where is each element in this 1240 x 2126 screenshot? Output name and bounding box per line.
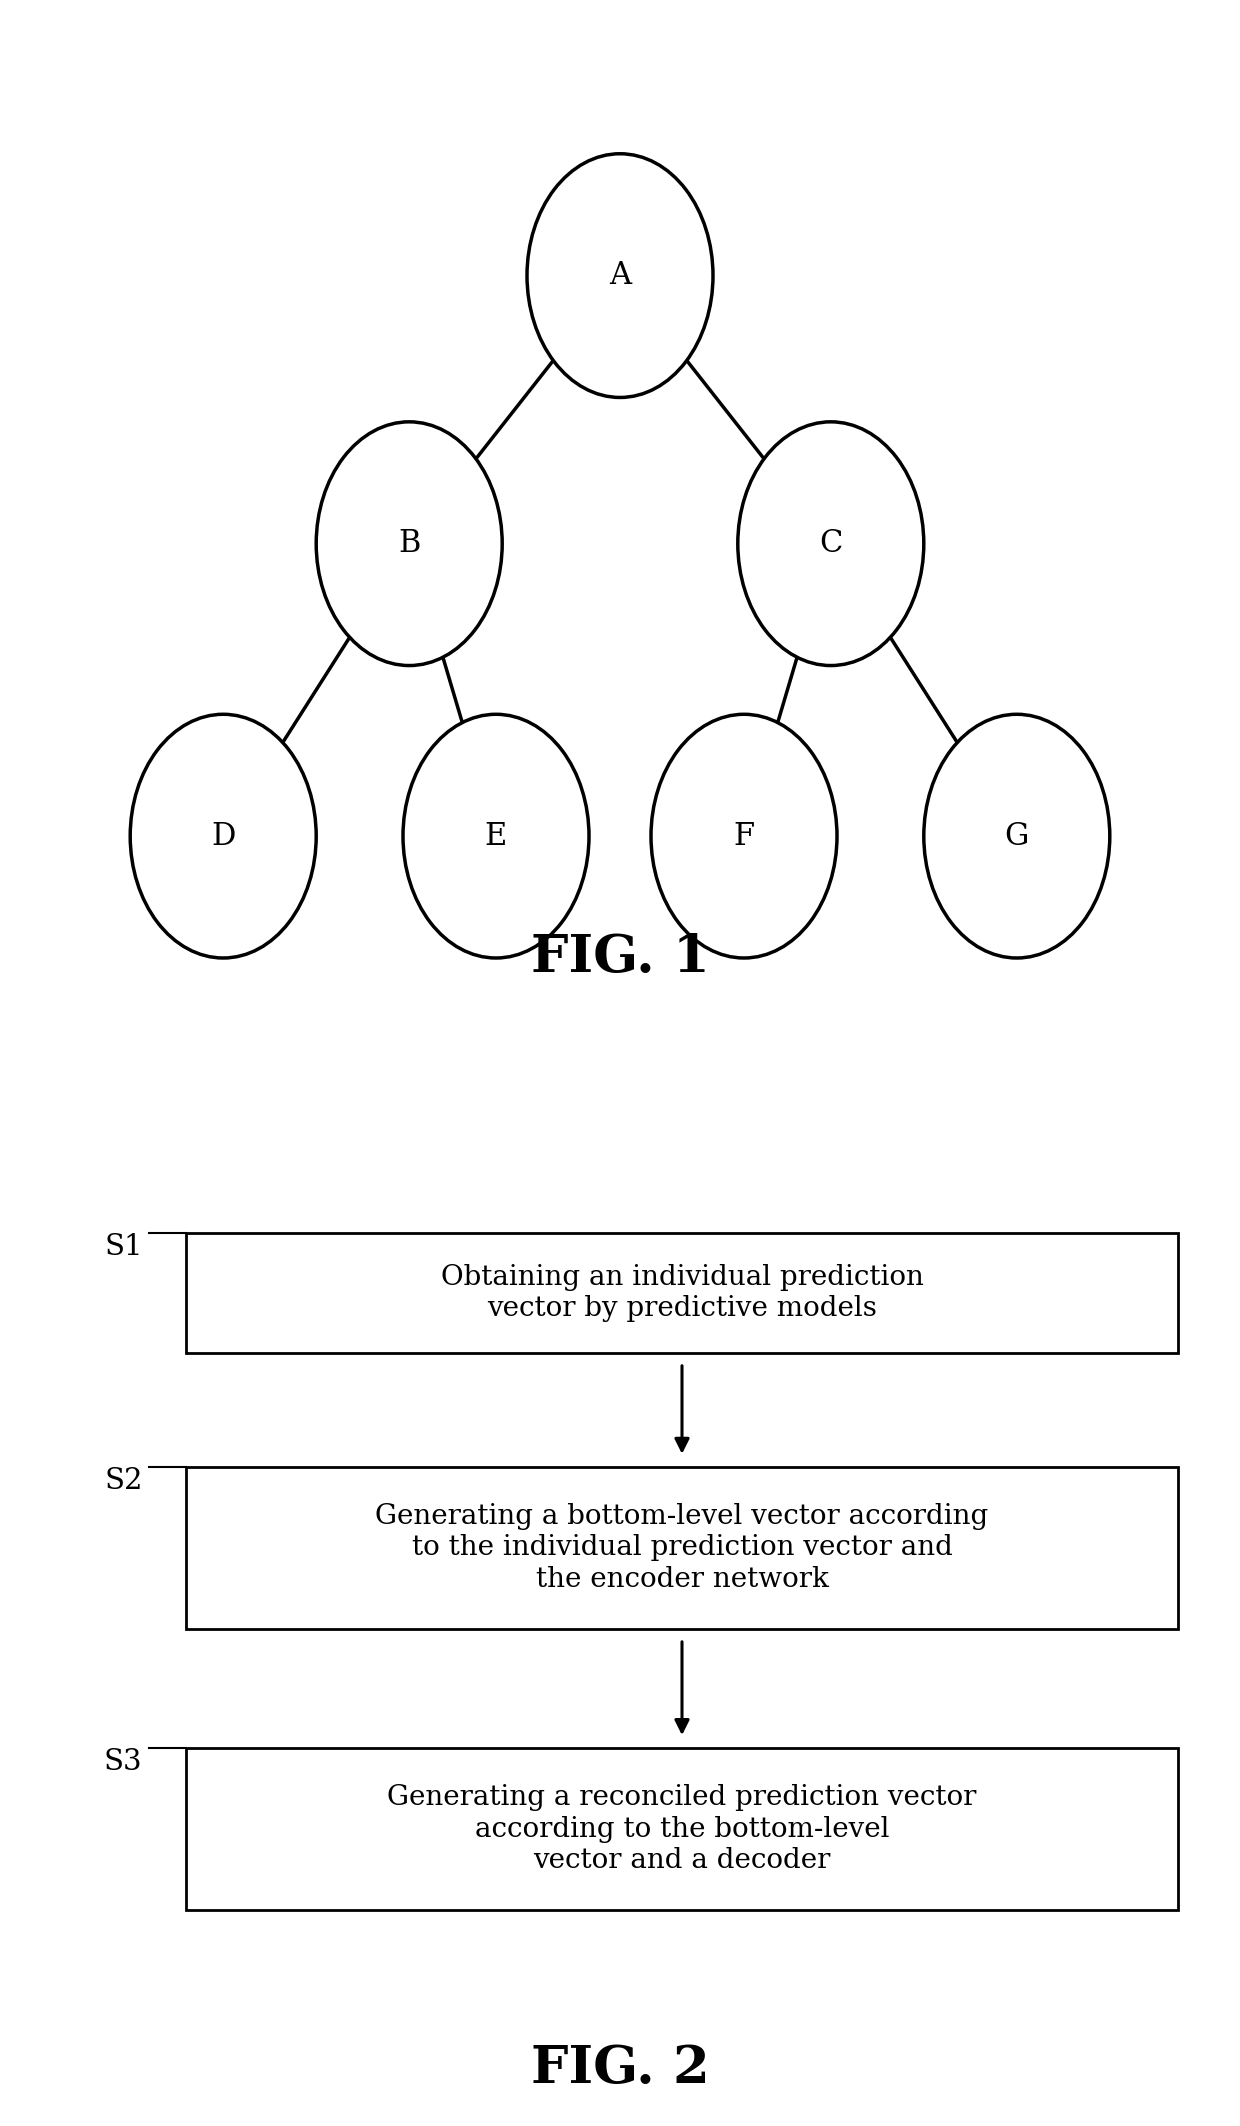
- Text: B: B: [398, 527, 420, 559]
- Ellipse shape: [403, 714, 589, 959]
- Text: S1: S1: [104, 1233, 143, 1261]
- Text: A: A: [609, 259, 631, 291]
- Text: G: G: [1004, 821, 1029, 853]
- Ellipse shape: [738, 421, 924, 665]
- Ellipse shape: [527, 153, 713, 398]
- Text: Obtaining an individual prediction
vector by predictive models: Obtaining an individual prediction vecto…: [440, 1263, 924, 1322]
- Bar: [186, 1748, 1178, 1909]
- Ellipse shape: [651, 714, 837, 959]
- Text: Generating a reconciled prediction vector
according to the bottom-level
vector a: Generating a reconciled prediction vecto…: [387, 1784, 977, 1873]
- Bar: [186, 1467, 1178, 1629]
- Ellipse shape: [316, 421, 502, 665]
- Text: E: E: [485, 821, 507, 853]
- Text: Generating a bottom-level vector according
to the individual prediction vector a: Generating a bottom-level vector accordi…: [376, 1503, 988, 1592]
- Text: FIG. 1: FIG. 1: [531, 933, 709, 984]
- Text: S3: S3: [104, 1748, 143, 1777]
- Bar: [186, 1233, 1178, 1352]
- Text: F: F: [733, 821, 755, 853]
- Text: D: D: [211, 821, 236, 853]
- Ellipse shape: [924, 714, 1110, 959]
- Text: C: C: [820, 527, 842, 559]
- Ellipse shape: [130, 714, 316, 959]
- Text: FIG. 2: FIG. 2: [531, 2043, 709, 2094]
- Text: S2: S2: [104, 1467, 143, 1495]
